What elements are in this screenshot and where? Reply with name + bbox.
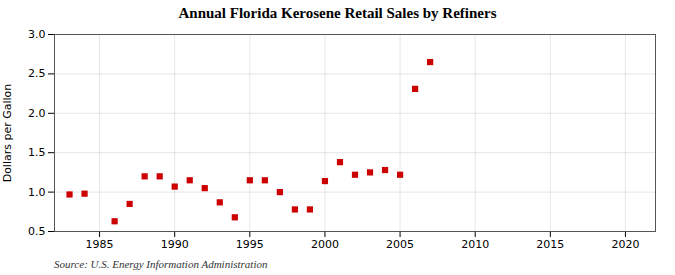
html-text:Annual Florida Kerosene Retail: Annual Florida Kerosene Retail Sales by …: [178, 5, 497, 21]
svg-text:2010: 2010: [461, 238, 489, 251]
svg-text:Dollars per Gallon: Dollars per Gallon: [1, 84, 14, 183]
svg-text:1985: 1985: [86, 238, 114, 251]
svg-text:2015: 2015: [536, 238, 564, 251]
svg-text:0.5: 0.5: [28, 225, 46, 238]
svg-text:2020: 2020: [611, 238, 639, 251]
svg-text:2.5: 2.5: [28, 67, 46, 80]
svg-text:2000: 2000: [311, 238, 339, 251]
svg-text:3.0: 3.0: [28, 28, 46, 41]
svg-text:1.0: 1.0: [28, 186, 46, 199]
svg-text:1.5: 1.5: [28, 146, 46, 159]
svg-text:2005: 2005: [386, 238, 414, 251]
html-text:Source: U.S. Energy Informatio: Source: U.S. Energy Information Administ…: [54, 258, 268, 270]
svg-text:1995: 1995: [236, 238, 264, 251]
svg-text:1990: 1990: [161, 238, 189, 251]
svg-text:2.0: 2.0: [28, 107, 46, 120]
